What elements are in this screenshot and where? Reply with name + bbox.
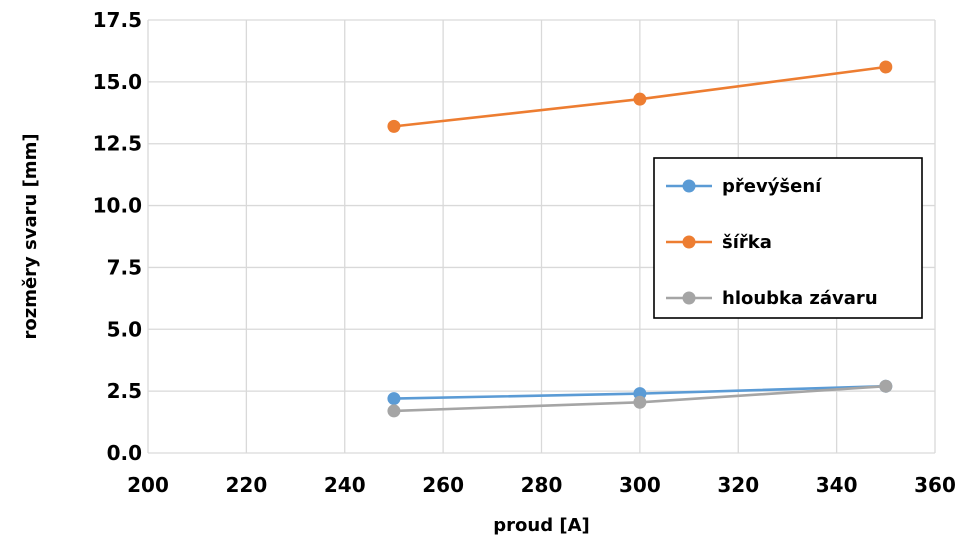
y-tick-label: 5.0 [107, 317, 142, 341]
y-tick-label: 2.5 [107, 379, 142, 403]
x-tick-label: 300 [619, 473, 661, 497]
legend-swatch-marker [682, 235, 696, 249]
y-tick-label: 0.0 [107, 441, 142, 465]
x-tick-label: 280 [521, 473, 563, 497]
x-axis-title: proud [A] [493, 515, 589, 536]
grid [147, 19, 936, 454]
x-tick-label: 260 [422, 473, 464, 497]
legend-swatch-marker [682, 291, 696, 305]
data-point [387, 119, 401, 133]
legend-label: převýšení [722, 176, 822, 197]
data-point [387, 404, 401, 418]
legend-label: šířka [722, 232, 772, 253]
series-3 [387, 379, 893, 418]
tick-labels: 0.0 2.5 5.0 7.5 10.0 12.5 15.0 17.5 200 220 240 260… [93, 8, 956, 497]
series-2 [387, 60, 893, 133]
y-tick-label: 7.5 [107, 255, 142, 279]
legend-swatch-marker [682, 179, 696, 193]
x-tick-label: 340 [816, 473, 858, 497]
legend: převýšení šířka hloubka závaru [653, 157, 923, 319]
legend-item: převýšení [666, 176, 822, 197]
series-layer [387, 60, 893, 418]
x-tick-label: 360 [914, 473, 956, 497]
x-tick-label: 220 [226, 473, 268, 497]
data-point [879, 379, 893, 393]
y-tick-label: 15.0 [93, 70, 142, 94]
data-point [387, 392, 401, 406]
legend-item: šířka [666, 232, 772, 253]
x-tick-label: 240 [324, 473, 366, 497]
y-tick-label: 12.5 [93, 132, 142, 156]
y-tick-label: 17.5 [93, 8, 142, 32]
legend-label: hloubka závaru [722, 288, 878, 309]
legend-item: hloubka závaru [666, 288, 878, 309]
x-tick-label: 320 [717, 473, 759, 497]
x-tick-label: 200 [127, 473, 169, 497]
y-tick-label: 10.0 [93, 194, 142, 218]
legend-box [653, 157, 923, 319]
y-axis-title: rozměry svaru [mm] [20, 133, 41, 339]
data-point [879, 60, 893, 74]
data-point [633, 92, 647, 106]
data-point [633, 395, 647, 409]
